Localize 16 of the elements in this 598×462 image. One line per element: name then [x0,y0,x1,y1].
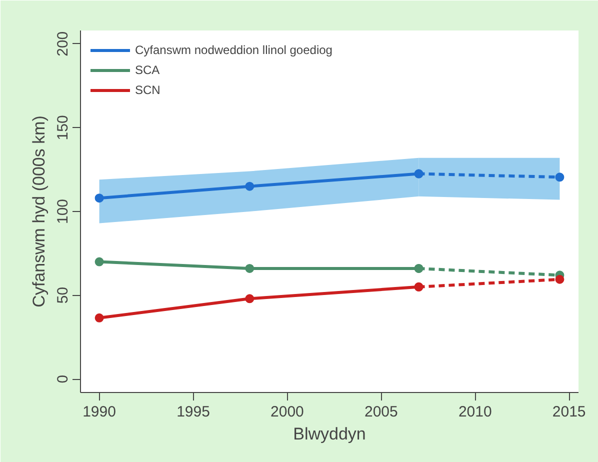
y-tick-label: 100 [54,198,72,224]
y-tick-label: 50 [54,286,72,304]
x-axis-title: Blwyddyn [293,424,366,444]
x-tick-label: 2015 [552,404,586,420]
y-tick-label: 200 [54,31,72,56]
y-axis-title: Cyfanswm hyd (000s km) [30,116,48,308]
legend-label: SCN [135,83,160,97]
y-tick-label: 0 [54,374,72,384]
x-tick-label: 2005 [364,404,398,420]
x-tick-label: 1990 [82,404,116,420]
x-tick-label: 2010 [458,404,492,420]
legend-label: Cyfanswm nodweddion llinol goediog [135,43,332,57]
y-tick-label: 150 [54,115,72,140]
x-tick-label: 1995 [176,404,210,420]
legend-label: SCA [135,63,160,77]
x-tick-label: 2000 [270,404,304,420]
